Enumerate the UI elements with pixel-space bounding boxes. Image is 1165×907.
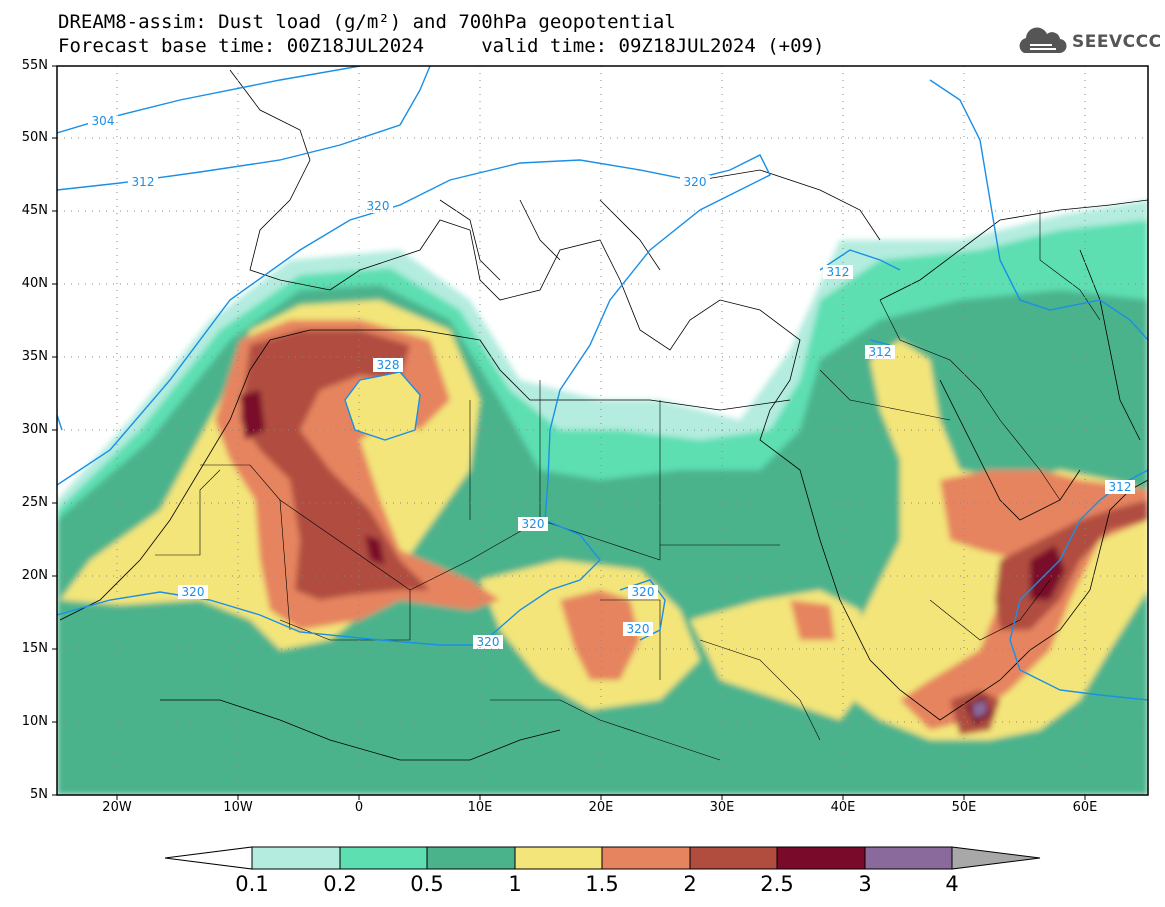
lat-label: 25N (21, 495, 48, 510)
lon-label: 20W (102, 800, 132, 815)
lon-label: 60E (1072, 800, 1098, 815)
contour-label: 320 (518, 517, 548, 531)
contour-label: 312 (865, 345, 895, 359)
contour-label: 312 (823, 265, 853, 279)
lon-label: 10W (223, 800, 253, 815)
lon-label: 40E (830, 800, 856, 815)
contour-label: 320 (628, 585, 658, 599)
contour-label: 312 (1105, 480, 1135, 494)
lat-label: 20N (21, 568, 48, 583)
svg-text:320: 320 (367, 199, 390, 213)
lat-label: 55N (21, 58, 48, 73)
lon-label: 20E (588, 800, 614, 815)
lat-label: 40N (21, 276, 48, 291)
colorbar-swatch (864, 846, 953, 870)
colorbar-tick-label: 2.5 (760, 872, 794, 896)
lat-label: 10N (21, 714, 48, 729)
coastlines (59, 69, 1148, 761)
contour-label: 320 (363, 199, 393, 213)
forecast-time-line: Forecast base time: 00Z18JUL2024 valid t… (58, 35, 825, 57)
colorbar-swatch (339, 846, 428, 870)
lat-label: 15N (21, 641, 48, 656)
lat-label: 50N (21, 130, 48, 145)
colorbar-tick-label: 4 (945, 872, 959, 896)
map-title: DREAM8-assim: Dust load (g/m²) and 700hP… (58, 11, 676, 33)
dust-band-3.0 (972, 700, 987, 718)
seevccc-logo: SEEVCCC (1016, 27, 1162, 57)
colorbar-swatch (251, 846, 341, 870)
colorbar-tick-label: 0.5 (410, 872, 444, 896)
contour-labels: 304 312 320 312 320 328 320 320 320 320 … (88, 114, 1135, 649)
colorbar-high-arrow (951, 846, 1041, 870)
colorbar-tick-label: 0.1 (235, 872, 269, 896)
lon-label: 10E (467, 800, 493, 815)
svg-text:312: 312 (827, 265, 850, 279)
svg-text:320: 320 (477, 635, 500, 649)
colorbar-tick-label: 1.5 (585, 872, 619, 896)
contour-label: 304 (88, 114, 118, 128)
lat-label: 30N (21, 422, 48, 437)
colorbar-swatch (426, 846, 516, 870)
axis-ticks (52, 65, 1086, 800)
contour-label: 328 (373, 358, 403, 372)
contour-label: 320 (623, 622, 653, 636)
contour-label: 320 (680, 175, 710, 189)
dust-band-2.0 (240, 330, 430, 600)
lat-label: 35N (21, 349, 48, 364)
colorbar-swatch (601, 846, 691, 870)
contour-label: 320 (178, 585, 208, 599)
svg-text:304: 304 (92, 114, 115, 128)
colorbar-tick-label: 2 (683, 872, 697, 896)
svg-text:312: 312 (869, 345, 892, 359)
colorbar-low-arrow (164, 846, 253, 870)
contour-label: 320 (473, 635, 503, 649)
svg-text:320: 320 (522, 517, 545, 531)
svg-text:320: 320 (627, 622, 650, 636)
logo-text: SEEVCCC (1072, 32, 1162, 52)
lon-label: 30E (709, 800, 735, 815)
colorbar-tick-label: 1 (508, 872, 522, 896)
dust-band-2.5 (240, 390, 265, 440)
cloud-icon (1019, 27, 1067, 54)
lon-label: 50E (951, 800, 977, 815)
lat-label: 5N (30, 787, 48, 802)
lat-label: 45N (21, 203, 48, 218)
colorbar-tick-label: 0.2 (323, 872, 357, 896)
colorbar-swatch (514, 846, 603, 870)
colorbar-swatch (689, 846, 778, 870)
colorbar-tick-label: 3 (858, 872, 872, 896)
svg-text:320: 320 (182, 585, 205, 599)
svg-text:320: 320 (684, 175, 707, 189)
svg-text:320: 320 (632, 585, 655, 599)
dust-field (57, 66, 1148, 795)
contour-label: 312 (128, 175, 158, 189)
svg-text:312: 312 (1109, 480, 1132, 494)
svg-text:328: 328 (377, 358, 400, 372)
graticule (57, 66, 1148, 795)
svg-text:312: 312 (132, 175, 155, 189)
lon-label: 0 (354, 800, 364, 815)
colorbar (164, 846, 1041, 870)
colorbar-swatch (776, 846, 866, 870)
